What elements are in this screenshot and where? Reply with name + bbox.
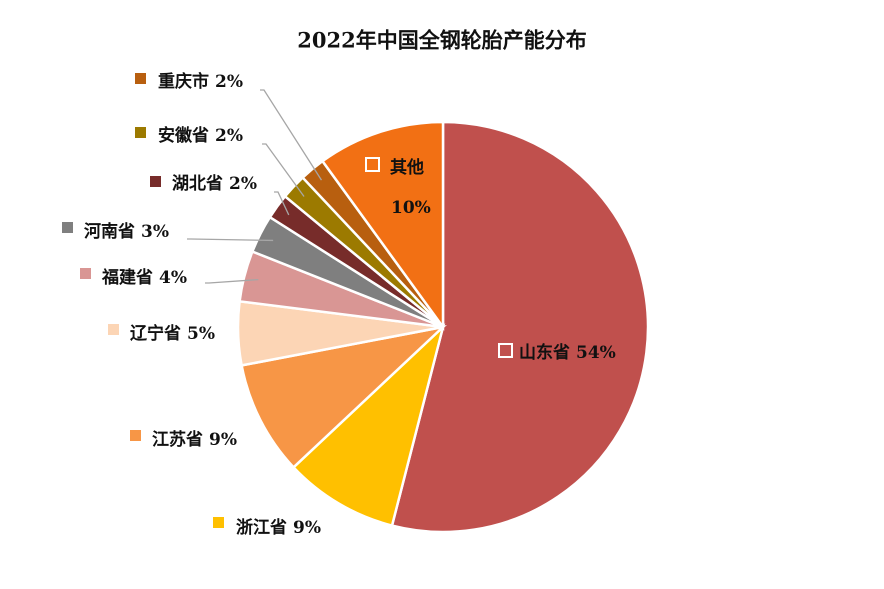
leader-line [187, 238, 274, 242]
data-label: 其他 10% [390, 157, 431, 218]
pie-slice [320, 120, 445, 331]
data-label: 辽宁省 5% [130, 323, 215, 344]
value-label: 4% [159, 268, 187, 288]
value-label: 9% [209, 430, 237, 450]
category-label: 福建省 [101, 267, 153, 288]
data-label: 浙江省 9% [236, 517, 321, 538]
legend-key [130, 430, 141, 441]
leader-line [205, 278, 259, 284]
legend-key [80, 268, 91, 279]
value-label: 3% [141, 222, 169, 242]
legend-key [365, 157, 380, 172]
leader-line [262, 143, 305, 197]
legend-key [62, 222, 73, 233]
pie-slice [291, 323, 446, 528]
leader-line [260, 89, 323, 181]
legend-key [213, 517, 224, 528]
category-label: 山东省 [519, 342, 570, 363]
data-label: 江苏省 9% [152, 429, 237, 450]
category-label: 安徽省 [158, 125, 209, 146]
value-label: 2% [229, 174, 257, 194]
chart-title: 2022年中国全钢轮胎产能分布 [297, 28, 586, 53]
legend-key [150, 176, 161, 187]
category-label: 浙江省 [236, 517, 287, 538]
legend-key [498, 343, 513, 358]
category-label: 河南省 [84, 221, 135, 242]
category-label: 重庆市 [158, 71, 209, 92]
value-label: 2% [215, 72, 243, 92]
data-label: 河南省 3% [84, 221, 169, 242]
value-label: 10% [391, 198, 431, 218]
value-label: 5% [187, 324, 215, 344]
data-label: 重庆市 2% [158, 71, 243, 92]
value-label: 9% [293, 518, 321, 538]
legend-key [135, 127, 146, 138]
data-label: 福建省 4% [101, 267, 187, 288]
pie-slice [240, 324, 447, 470]
category-label: 湖北省 [172, 173, 223, 194]
category-label: 辽宁省 [130, 323, 181, 344]
value-label: 2% [215, 126, 243, 146]
data-label: 湖北省 2% [172, 173, 257, 194]
value-label: 54% [576, 343, 616, 363]
category-label: 其他 [390, 157, 424, 178]
legend-key [135, 73, 146, 84]
leader-line [274, 191, 290, 216]
pie-slice [390, 120, 650, 534]
data-label: 安徽省 2% [158, 125, 243, 146]
category-label: 江苏省 [152, 429, 203, 450]
legend-key [108, 324, 119, 335]
data-label: 山东省 54% [519, 342, 616, 363]
